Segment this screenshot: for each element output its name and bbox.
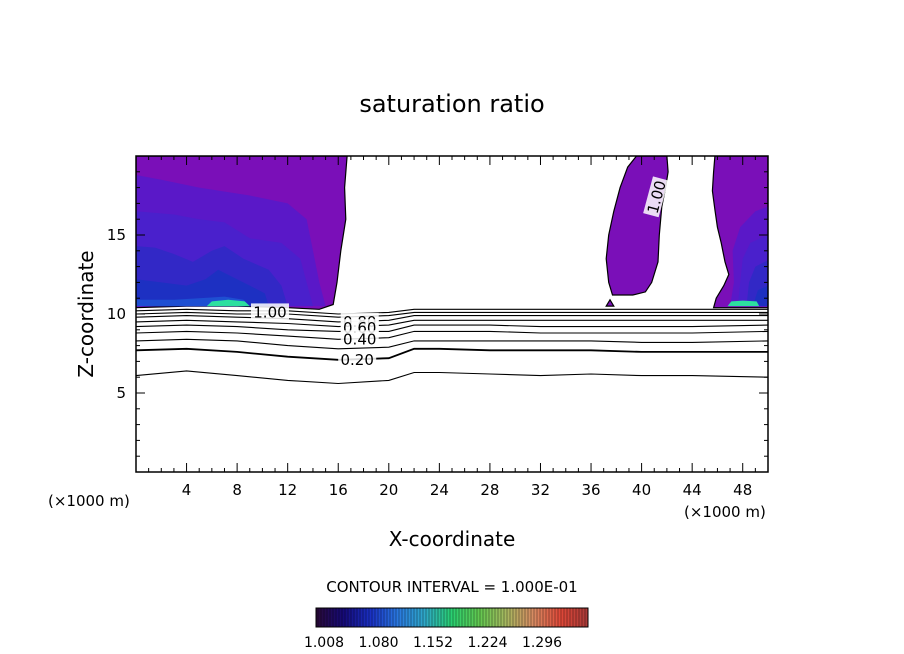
filled-region-10 bbox=[136, 269, 269, 307]
contour-line-6 bbox=[136, 315, 768, 323]
colorbar-tick-label-0: 1.008 bbox=[304, 635, 344, 651]
filled-contour-regions bbox=[136, 156, 768, 310]
x-tick-label-44: 44 bbox=[683, 481, 702, 499]
x-tick-label-8: 8 bbox=[232, 481, 242, 499]
contour-label-bg-5 bbox=[643, 176, 669, 218]
colorbar-frame bbox=[315, 607, 589, 628]
colorbar-labels: 1.008 1.080 1.152 1.224 1.296 bbox=[304, 635, 562, 651]
y-axis-label: Z-coordinate bbox=[74, 250, 98, 377]
contour-label-0: 1.00 bbox=[253, 303, 286, 321]
filled-region-1 bbox=[605, 156, 669, 296]
contour-line-2 bbox=[136, 338, 768, 350]
x-tick-label-24: 24 bbox=[430, 481, 449, 499]
colorbar-gradient bbox=[316, 608, 588, 627]
contour-line-8 bbox=[136, 308, 768, 315]
filled-region-13 bbox=[206, 299, 250, 307]
colorbar-tick-label-3: 1.224 bbox=[467, 635, 507, 651]
x-tick-label-32: 32 bbox=[531, 481, 550, 499]
contour-line-3 bbox=[136, 330, 768, 340]
filled-region-11 bbox=[752, 285, 768, 307]
colorbar-tick-label-2: 1.152 bbox=[413, 635, 453, 651]
contour-label-bg-3 bbox=[340, 330, 379, 347]
contour-line-0 bbox=[136, 370, 768, 385]
contour-labels: 1.000.800.600.400.201.00 bbox=[250, 176, 670, 369]
colorbar-stripes bbox=[317, 608, 586, 627]
filled-region-2 bbox=[605, 298, 615, 307]
x-tick-label-28: 28 bbox=[480, 481, 499, 499]
x-tick-label-48: 48 bbox=[733, 481, 752, 499]
x-tick-label-4: 4 bbox=[182, 481, 192, 499]
contour-lines bbox=[136, 308, 768, 385]
contour-label-4: 0.20 bbox=[340, 351, 373, 369]
x-unit-right: (×1000 m) bbox=[684, 503, 766, 521]
contour-line-1 bbox=[136, 347, 768, 361]
x-tick-label-40: 40 bbox=[632, 481, 651, 499]
x-axis-label: X-coordinate bbox=[389, 527, 516, 551]
contour-label-bg-4 bbox=[338, 350, 377, 367]
chart-title: saturation ratio bbox=[359, 90, 544, 118]
contour-line-7 bbox=[136, 311, 768, 318]
filled-region-14 bbox=[727, 300, 760, 307]
contour-line-4 bbox=[136, 324, 768, 332]
colorbar: 1.008 1.080 1.152 1.224 1.296 bbox=[304, 607, 589, 651]
x-tick-label-20: 20 bbox=[379, 481, 398, 499]
colorbar-tick-label-1: 1.080 bbox=[358, 635, 398, 651]
y-tick-label-10: 10 bbox=[107, 305, 126, 323]
x-tick-label-36: 36 bbox=[581, 481, 600, 499]
y-tick-label-5: 5 bbox=[116, 384, 126, 402]
contour-line-5 bbox=[136, 319, 768, 328]
y-tick-label-15: 15 bbox=[107, 226, 126, 244]
contour-label-3: 0.40 bbox=[343, 330, 376, 348]
x-tick-label-16: 16 bbox=[329, 481, 348, 499]
x-tick-label-12: 12 bbox=[278, 481, 297, 499]
colorbar-tick-label-4: 1.296 bbox=[522, 635, 562, 651]
x-unit-left: (×1000 m) bbox=[48, 492, 130, 510]
contour-label-bg-0 bbox=[250, 303, 289, 320]
contour-interval-label: CONTOUR INTERVAL = 1.000E-01 bbox=[326, 578, 577, 596]
